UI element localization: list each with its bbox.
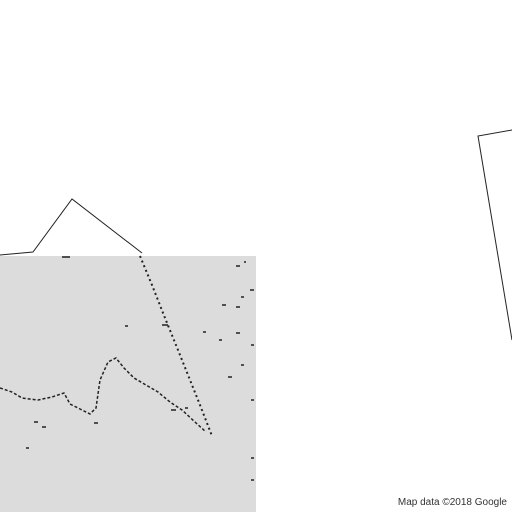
boundary-line-right	[477, 129, 512, 341]
map-tile	[0, 256, 256, 512]
tile-marks	[26, 256, 254, 481]
boundary-line	[0, 198, 143, 256]
road-trace-diagonal	[139, 255, 213, 437]
road-trace-winding	[0, 357, 207, 433]
map-attribution: Map data ©2018 Google	[395, 497, 509, 509]
